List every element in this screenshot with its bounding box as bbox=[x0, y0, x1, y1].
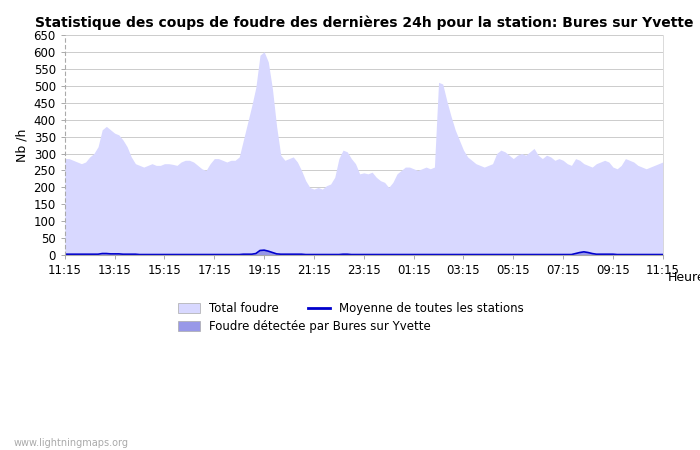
Legend: Foudre détectée par Bures sur Yvette: Foudre détectée par Bures sur Yvette bbox=[178, 320, 430, 333]
Y-axis label: Nb /h: Nb /h bbox=[15, 128, 28, 162]
Title: Statistique des coups de foudre des dernières 24h pour la station: Bures sur Yve: Statistique des coups de foudre des dern… bbox=[34, 15, 693, 30]
X-axis label: Heure: Heure bbox=[668, 270, 700, 284]
Text: www.lightningmaps.org: www.lightningmaps.org bbox=[14, 438, 129, 448]
